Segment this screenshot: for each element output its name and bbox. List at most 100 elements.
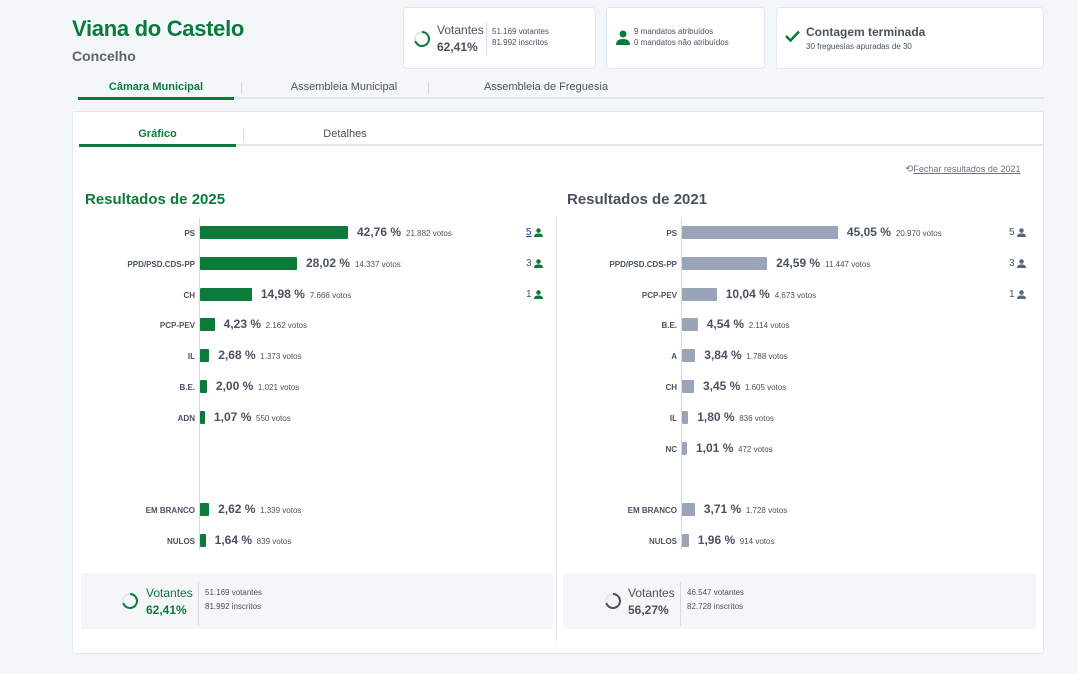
tab-assembleia-freguesia[interactable]: Assembleia de Freguesia bbox=[483, 81, 609, 93]
votes-label: 1.788 votos bbox=[746, 352, 788, 362]
seats-count: 5 bbox=[1009, 227, 1015, 238]
result-bar[interactable] bbox=[200, 226, 348, 239]
summary-2021-registered: 82.728 inscritos bbox=[687, 602, 744, 611]
municipality-title: Viana do Castelo bbox=[72, 16, 245, 41]
result-bar[interactable] bbox=[200, 318, 215, 332]
party-label: CH bbox=[665, 383, 677, 392]
percent-label: 10,04 % bbox=[725, 286, 770, 301]
votes-label: 14.337 votos bbox=[354, 259, 401, 269]
percent-label: 1,07 % bbox=[214, 409, 252, 424]
result-bar[interactable] bbox=[200, 503, 210, 517]
votes-label: 21.882 votos bbox=[406, 229, 452, 238]
result-bar[interactable] bbox=[682, 534, 689, 547]
turnout-card: Votantes 62,41% 51.169 votantes 81.992 i… bbox=[403, 7, 596, 69]
mandates-card: 9 mandatos atribuídos 0 mandatos não atr… bbox=[606, 7, 765, 69]
result-bar[interactable] bbox=[682, 349, 696, 363]
percent-label: 14,98 % bbox=[260, 286, 305, 301]
result-bar[interactable] bbox=[682, 441, 687, 455]
percent-label: 2,62 % bbox=[218, 502, 256, 517]
person-icon bbox=[616, 30, 630, 45]
count-status-title: Contagem terminada bbox=[806, 25, 926, 39]
chart-axis bbox=[681, 218, 682, 550]
main-tabs: Câmara Municipal Assembleia Municipal As… bbox=[78, 78, 1044, 100]
results-2021-title: Resultados de 2021 bbox=[567, 191, 708, 208]
result-bar[interactable] bbox=[682, 226, 838, 239]
votes-label: 7.666 votos bbox=[309, 290, 352, 300]
summary-2021-label: Votantes bbox=[628, 586, 675, 600]
result-bar[interactable] bbox=[682, 318, 698, 332]
tab-camara-municipal[interactable]: Câmara Municipal bbox=[78, 78, 234, 100]
result-bar[interactable] bbox=[200, 287, 252, 301]
seats-count: 3 bbox=[526, 257, 532, 269]
tab-grafico[interactable]: Gráfico bbox=[79, 125, 236, 147]
turnout-percent: 62,41% bbox=[437, 40, 478, 54]
result-bar[interactable] bbox=[200, 410, 205, 424]
turnout-ring-icon bbox=[122, 593, 138, 609]
party-label: PCP-PEV bbox=[159, 321, 195, 331]
percent-label: 2,68 % bbox=[218, 348, 256, 363]
result-bar[interactable] bbox=[200, 256, 297, 270]
close-2021-results-link[interactable]: ⟲Fechar resultados de 2021 bbox=[905, 164, 1021, 175]
person-icon bbox=[1017, 259, 1026, 268]
votes-label: 2.162 votos bbox=[265, 321, 308, 331]
chart-axis bbox=[199, 218, 200, 550]
undo-icon: ⟲ bbox=[905, 164, 914, 175]
person-icon bbox=[1017, 228, 1026, 237]
summary-2021-percent: 56,27% bbox=[628, 603, 669, 617]
votes-label: 1.728 votos bbox=[745, 506, 788, 516]
percent-label: 45,05 % bbox=[846, 225, 891, 239]
turnout-summary-2021: Votantes 56,27% 46.547 votantes 82.728 i… bbox=[563, 573, 1036, 629]
party-label: EM BRANCO bbox=[145, 506, 195, 516]
result-bar[interactable] bbox=[682, 503, 695, 517]
party-label: EM BRANCO bbox=[627, 506, 677, 516]
result-bar[interactable] bbox=[682, 410, 689, 424]
percent-label: 1,64 % bbox=[214, 533, 253, 547]
percent-label: 1,80 % bbox=[697, 409, 735, 424]
votes-label: 1.339 votos bbox=[260, 506, 302, 516]
results-panel: Gráfico Detalhes ⟲Fechar resultados de 2… bbox=[72, 111, 1044, 654]
result-bar[interactable] bbox=[682, 380, 694, 393]
percent-label: 4,23 % bbox=[223, 317, 261, 332]
tab-detalhes[interactable]: Detalhes bbox=[323, 128, 367, 140]
percent-label: 28,02 % bbox=[305, 255, 351, 270]
check-icon bbox=[785, 30, 800, 42]
result-bar[interactable] bbox=[682, 256, 768, 270]
votes-label: 1.373 votos bbox=[260, 352, 302, 362]
person-icon bbox=[534, 228, 543, 237]
votes-label: 1.605 votos bbox=[744, 383, 787, 392]
summary-2025-percent: 62,41% bbox=[146, 603, 187, 617]
party-label: A bbox=[671, 352, 677, 362]
votes-label: 4.673 votos bbox=[774, 290, 817, 300]
percent-label: 42,76 % bbox=[357, 225, 402, 239]
result-bar[interactable] bbox=[200, 380, 207, 393]
percent-label: 4,54 % bbox=[706, 317, 745, 332]
result-bar[interactable] bbox=[682, 287, 717, 301]
turnout-ring-icon bbox=[414, 31, 430, 47]
votes-label: 836 votos bbox=[739, 413, 774, 423]
person-icon bbox=[534, 259, 543, 268]
seats-count[interactable]: 5 bbox=[526, 227, 532, 238]
votes-label: 839 votos bbox=[256, 537, 292, 546]
results-2025-title: Resultados de 2025 bbox=[85, 191, 226, 208]
summary-2021-voters: 46.547 votantes bbox=[687, 588, 744, 597]
result-bar[interactable] bbox=[200, 534, 206, 547]
tab-assembleia-municipal[interactable]: Assembleia Municipal bbox=[290, 81, 398, 93]
party-label: NC bbox=[665, 444, 677, 454]
result-bar[interactable] bbox=[200, 349, 210, 363]
votes-label: 20.970 votos bbox=[895, 229, 942, 238]
votes-label: 11.447 votos bbox=[825, 259, 871, 269]
percent-label: 24,59 % bbox=[776, 255, 821, 270]
party-label: CH bbox=[183, 290, 195, 300]
turnout-summary-2025: Votantes 62,41% 51.169 votantes 81.992 i… bbox=[81, 573, 553, 629]
turnout-registered: 81.992 inscritos bbox=[492, 38, 549, 47]
mandates-unassigned: 0 mandatos não atribuídos bbox=[634, 38, 729, 47]
percent-label: 1,01 % bbox=[696, 440, 734, 455]
turnout-ring-icon bbox=[605, 593, 621, 609]
seats-count: 1 bbox=[1009, 288, 1015, 300]
percent-label: 1,96 % bbox=[697, 533, 736, 547]
percent-label: 3,71 % bbox=[703, 502, 742, 517]
party-label: PPD/PSD.CDS-PP bbox=[127, 259, 195, 269]
party-label: IL bbox=[187, 352, 195, 362]
summary-2025-registered: 81.992 inscritos bbox=[205, 602, 262, 611]
party-label: NULOS bbox=[649, 537, 677, 546]
